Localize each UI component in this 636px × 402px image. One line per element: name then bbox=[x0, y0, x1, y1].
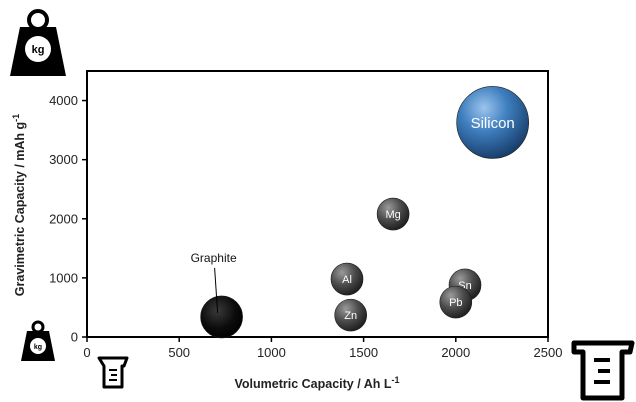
large-weight-label: kg bbox=[32, 44, 45, 56]
point-zn bbox=[334, 298, 367, 332]
point-label-graphite: Graphite bbox=[191, 251, 237, 265]
point-label-silicon: Silicon bbox=[471, 115, 515, 132]
point-label-mg: Mg bbox=[385, 209, 400, 221]
point-graphite bbox=[200, 295, 243, 339]
y-tick-label: 3000 bbox=[49, 152, 78, 167]
y-tick-label: 0 bbox=[71, 330, 78, 345]
y-tick-label: 1000 bbox=[49, 270, 78, 285]
y-axis-title: Gravimetric Capacity / mAh g-1 bbox=[11, 114, 27, 296]
y-tick-label: 2000 bbox=[49, 211, 78, 226]
small-weight-label: kg bbox=[34, 344, 42, 351]
point-label-pb: Pb bbox=[449, 297, 462, 309]
small-weight-icon: kg bbox=[21, 320, 55, 361]
x-axis-title: Volumetric Capacity / Ah L-1 bbox=[235, 375, 400, 391]
x-tick-label: 2000 bbox=[441, 345, 470, 360]
y-axis-ticks: 0 1000 2000 3000 4000 bbox=[49, 93, 87, 345]
large-weight-icon: kg bbox=[10, 9, 66, 76]
x-tick-label: 0 bbox=[83, 345, 90, 360]
point-leader-line-graphite bbox=[214, 267, 219, 313]
x-tick-label: 1000 bbox=[257, 345, 286, 360]
y-tick-label: 4000 bbox=[49, 93, 78, 108]
x-axis-title-superscript: -1 bbox=[391, 375, 399, 385]
large-beaker-icon bbox=[571, 340, 635, 401]
x-tick-label: 2500 bbox=[534, 345, 563, 360]
x-tick-label: 500 bbox=[168, 345, 190, 360]
point-label-zn: Zn bbox=[344, 310, 357, 322]
y-axis-title-superscript: -1 bbox=[11, 114, 21, 122]
point-mg bbox=[376, 197, 410, 231]
point-pb bbox=[439, 285, 473, 319]
point-al bbox=[330, 262, 364, 296]
point-silicon bbox=[456, 86, 529, 159]
small-beaker-icon bbox=[97, 356, 129, 389]
point-label-al: Al bbox=[342, 274, 352, 286]
x-tick-label: 1500 bbox=[349, 345, 378, 360]
x-axis-ticks: 0 500 1000 1500 2000 2500 bbox=[83, 337, 562, 360]
